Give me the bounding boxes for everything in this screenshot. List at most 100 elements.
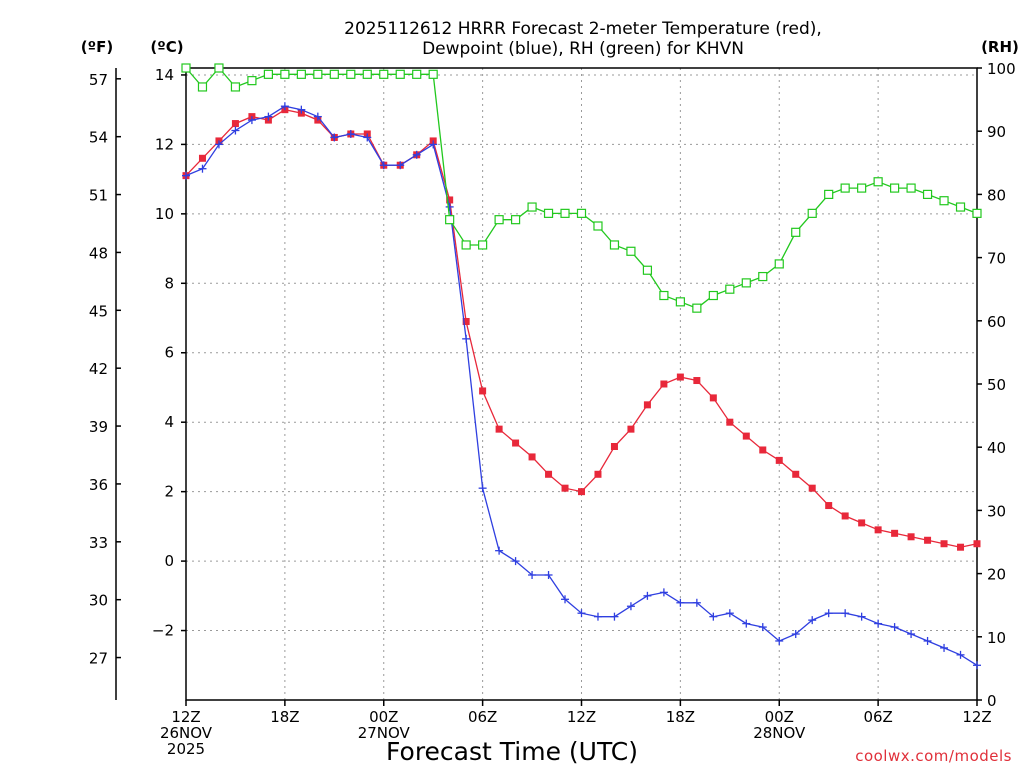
data-point xyxy=(891,529,899,537)
fahrenheit-tick-label: 27 xyxy=(89,650,108,668)
data-point xyxy=(230,82,241,92)
fahrenheit-tick-label: 30 xyxy=(89,592,108,610)
data-point xyxy=(758,271,768,282)
data-point xyxy=(182,171,190,180)
series-dewpoint xyxy=(182,102,981,670)
data-point xyxy=(479,387,487,395)
x-axis-title: Forecast Time (UTC) xyxy=(386,737,638,766)
data-point xyxy=(395,69,405,79)
rh-tick-label: 20 xyxy=(987,566,1006,584)
data-point xyxy=(972,208,982,218)
axes xyxy=(115,67,982,706)
data-point xyxy=(676,373,684,381)
fahrenheit-tick-label: 42 xyxy=(89,360,108,378)
data-point xyxy=(560,208,570,218)
rh-tick-label: 60 xyxy=(987,313,1006,331)
data-point xyxy=(429,140,438,149)
data-point xyxy=(775,636,784,645)
data-point xyxy=(412,150,421,159)
data-point xyxy=(742,432,750,440)
data-point xyxy=(807,208,817,218)
data-point xyxy=(428,69,438,79)
data-point xyxy=(362,69,372,79)
data-point xyxy=(659,290,669,301)
fahrenheit-tick-label: 33 xyxy=(89,534,108,552)
x-tick-label: 26NOV xyxy=(160,724,213,742)
fahrenheit-tick-label: 57 xyxy=(89,71,108,89)
data-point xyxy=(263,69,273,79)
data-point xyxy=(708,290,718,301)
data-point xyxy=(363,133,372,142)
data-point xyxy=(890,623,899,632)
data-point xyxy=(643,401,651,409)
data-point xyxy=(594,470,602,478)
data-point xyxy=(478,240,488,250)
data-point xyxy=(280,102,289,111)
data-point xyxy=(659,588,668,597)
data-point xyxy=(774,259,784,269)
celsius-tick-label: 2 xyxy=(164,483,174,501)
data-point xyxy=(692,303,702,313)
data-point xyxy=(214,63,224,73)
data-point xyxy=(791,227,801,237)
data-point xyxy=(214,140,223,149)
data-point xyxy=(197,82,208,92)
x-tick-label: 00Z xyxy=(765,708,794,726)
data-point xyxy=(792,470,800,478)
data-point xyxy=(626,602,635,611)
data-point xyxy=(313,69,323,79)
data-point xyxy=(610,612,619,621)
data-point xyxy=(412,69,422,79)
data-point xyxy=(510,215,521,225)
fahrenheit-tick-label: 51 xyxy=(89,187,108,205)
data-point xyxy=(742,619,751,628)
data-point xyxy=(907,630,916,639)
x-tick-label: 12Z xyxy=(567,708,596,726)
data-point xyxy=(528,453,536,461)
data-point xyxy=(957,543,965,551)
data-point xyxy=(857,612,866,621)
data-point xyxy=(873,177,883,187)
data-point xyxy=(610,443,618,451)
data-point xyxy=(528,570,537,579)
x-tick-label: 06Z xyxy=(468,708,497,726)
fahrenheit-tick-label: 39 xyxy=(89,418,108,436)
x-tick-label: 27NOV xyxy=(358,724,411,742)
data-point xyxy=(642,265,653,275)
data-point xyxy=(578,488,585,496)
data-point xyxy=(939,196,949,206)
data-point xyxy=(824,609,833,618)
rh-tick-label: 30 xyxy=(987,502,1006,520)
data-point xyxy=(495,546,504,555)
rh-tick-label: 50 xyxy=(987,376,1006,394)
data-point xyxy=(379,161,388,170)
data-point xyxy=(446,196,454,204)
data-point xyxy=(329,69,339,79)
data-point xyxy=(726,418,734,426)
data-point xyxy=(841,609,850,618)
series-temperature xyxy=(182,106,981,551)
data-point xyxy=(544,570,553,579)
data-point xyxy=(512,439,520,447)
data-point xyxy=(676,598,685,607)
rh-unit-label: (RH) xyxy=(981,38,1019,56)
data-point xyxy=(511,557,520,566)
data-point xyxy=(693,377,701,385)
data-point xyxy=(198,164,207,173)
data-point xyxy=(264,112,273,121)
rh-tick-label: 40 xyxy=(987,439,1006,457)
data-point xyxy=(577,609,586,618)
data-point xyxy=(461,240,471,250)
rh-tick-label: 80 xyxy=(987,186,1006,204)
data-point xyxy=(973,661,981,670)
data-point xyxy=(825,502,833,510)
data-point xyxy=(593,221,603,231)
fahrenheit-tick-label: 45 xyxy=(89,302,108,320)
data-point xyxy=(495,425,503,433)
x-tick-label: 12Z xyxy=(171,708,200,726)
data-point xyxy=(181,63,191,73)
data-point xyxy=(346,129,355,138)
celsius-tick-label: 14 xyxy=(155,66,174,84)
data-point xyxy=(527,202,537,212)
data-point xyxy=(775,456,783,464)
